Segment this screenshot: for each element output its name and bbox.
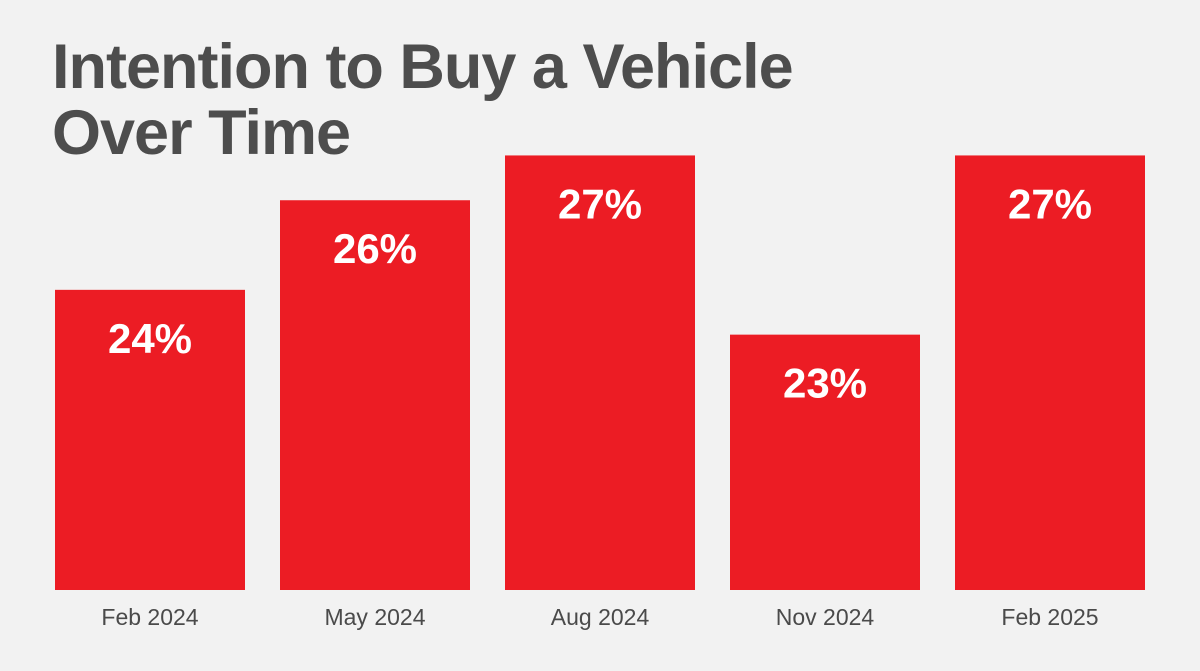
chart-title-line-1: Intention to Buy a Vehicle — [52, 32, 794, 102]
bar-value-label: 24% — [108, 315, 192, 362]
bar-aug-2024 — [505, 155, 695, 590]
chart-title: Intention to Buy a Vehicle Over Time — [52, 34, 952, 166]
bar-value-label: 23% — [783, 360, 867, 407]
category-label: Aug 2024 — [551, 604, 650, 630]
bar-value-label: 26% — [333, 225, 417, 272]
bar-value-label: 27% — [1008, 180, 1092, 227]
category-label: May 2024 — [324, 604, 425, 630]
bar-feb-2024 — [55, 289, 245, 590]
category-label: Nov 2024 — [776, 604, 875, 630]
category-label: Feb 2025 — [1001, 604, 1098, 630]
bar-may-2024 — [280, 200, 470, 591]
category-label: Feb 2024 — [101, 604, 198, 630]
bar-nov-2024 — [730, 334, 920, 590]
chart-title-line-2: Over Time — [52, 98, 351, 168]
bar-value-label: 27% — [558, 180, 642, 227]
bar-feb-2025 — [955, 155, 1145, 590]
